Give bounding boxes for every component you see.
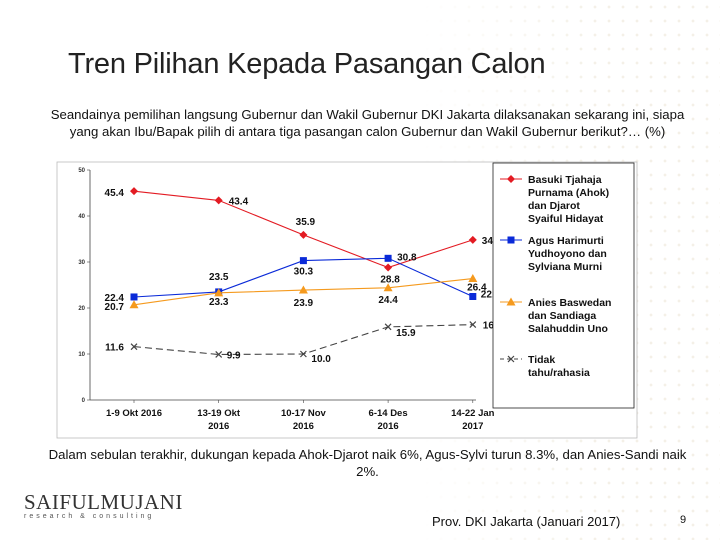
x-category-label: 14-22 Jan — [451, 408, 495, 419]
x-category-label: 1-9 Okt 2016 — [106, 408, 162, 419]
data-point-diamond — [468, 235, 477, 244]
chart-caption: Dalam sebulan terakhir, dukungan kepada … — [48, 447, 687, 479]
survey-question: Seandainya pemilihan langsung Gubernur d… — [50, 107, 685, 139]
legend-box — [492, 162, 635, 409]
data-point-square — [299, 257, 307, 265]
data-point-x — [469, 321, 477, 328]
data-point-triangle — [129, 300, 139, 309]
x-category-label: 2016 — [293, 421, 314, 432]
data-label: 15.9 — [396, 328, 416, 339]
legend-entry-label: Purnama (Ahok) — [528, 187, 609, 199]
data-label: 11.6 — [105, 343, 124, 354]
data-label: 43.4 — [229, 196, 249, 207]
legend-entry-label: Syaiful Hidayat — [528, 213, 604, 225]
data-point-triangle — [383, 283, 393, 292]
y-tick-label: 20 — [78, 306, 85, 312]
legend-entry-label: Salahuddin Uno — [528, 323, 608, 335]
x-category-label: 10-17 Nov — [281, 408, 327, 419]
logo-tagline: research & consulting — [24, 513, 155, 520]
data-point-x — [215, 351, 223, 358]
y-tick-label: 40 — [78, 214, 85, 220]
logo-wordmark: SAIFULMUJANI — [24, 490, 183, 514]
legend-entry-label: Anies Baswedan — [528, 297, 611, 309]
data-point-x — [384, 323, 392, 331]
data-point-square — [469, 293, 477, 300]
data-point-triangle — [506, 297, 516, 306]
x-category-label: 2016 — [378, 421, 399, 432]
legend-entry-label: dan Sandiaga — [528, 310, 596, 322]
data-point-triangle — [468, 274, 478, 283]
data-point-diamond — [214, 196, 223, 205]
legend-entry-label: tahu/rahasia — [528, 367, 590, 379]
data-point-diamond — [130, 187, 138, 196]
company-logo: SAIFULMUJANI research & consulting — [24, 490, 183, 521]
data-label: 22.5 — [481, 290, 501, 301]
data-label: 30.3 — [294, 267, 314, 278]
data-label: 20.7 — [105, 302, 125, 313]
legend-entry-label: Tidak — [528, 354, 555, 366]
x-category-label: 2016 — [208, 421, 229, 432]
y-tick-label: 30 — [78, 260, 85, 266]
legend-entry-label: Yudhoyono dan — [528, 248, 607, 260]
data-label: 26.4 — [467, 283, 487, 294]
x-category-label: 2017 — [462, 421, 483, 432]
legend-entry-label: Agus Harimurti — [528, 235, 604, 247]
data-point-x — [130, 343, 138, 351]
y-tick-label: 0 — [82, 398, 86, 404]
data-label: 23.3 — [209, 297, 229, 308]
y-tick-label: 50 — [78, 168, 85, 174]
footer-source: Prov. DKI Jakarta (Januari 2017) — [432, 514, 621, 529]
data-point-x — [299, 350, 307, 358]
data-label: 23.5 — [209, 272, 229, 283]
data-label: 34.8 — [482, 236, 502, 247]
data-point-square — [384, 254, 392, 262]
slide-title: Tren Pilihan Kepada Pasangan Calon — [68, 48, 546, 80]
data-label: 28.8 — [380, 275, 400, 286]
legend-entry-label: Basuki Tjahaja — [528, 174, 602, 186]
y-tick-label: 10 — [78, 352, 85, 358]
data-label: 22.4 — [105, 293, 125, 304]
data-label: 30.8 — [397, 252, 417, 263]
data-point-diamond — [507, 175, 515, 183]
data-label: 24.4 — [378, 295, 398, 306]
data-label: 23.9 — [294, 298, 314, 309]
data-label: 35.9 — [296, 217, 316, 228]
x-category-label: 13-19 Okt — [197, 408, 241, 419]
x-category-label: 6-14 Des — [369, 408, 408, 419]
data-point-square — [507, 236, 515, 244]
data-label: 10.0 — [311, 354, 331, 365]
page-number: 9 — [680, 514, 687, 526]
legend-entry-label: dan Djarot — [528, 200, 580, 212]
legend-entry-label: Sylviana Murni — [528, 261, 602, 273]
data-point-square — [130, 293, 138, 301]
data-point-triangle — [298, 285, 308, 294]
data-label: 45.4 — [105, 188, 125, 199]
data-point-diamond — [384, 263, 393, 272]
data-point-triangle — [214, 288, 224, 297]
data-label: 9.9 — [227, 350, 241, 361]
data-point-diamond — [299, 230, 308, 239]
data-point-x — [507, 355, 515, 363]
